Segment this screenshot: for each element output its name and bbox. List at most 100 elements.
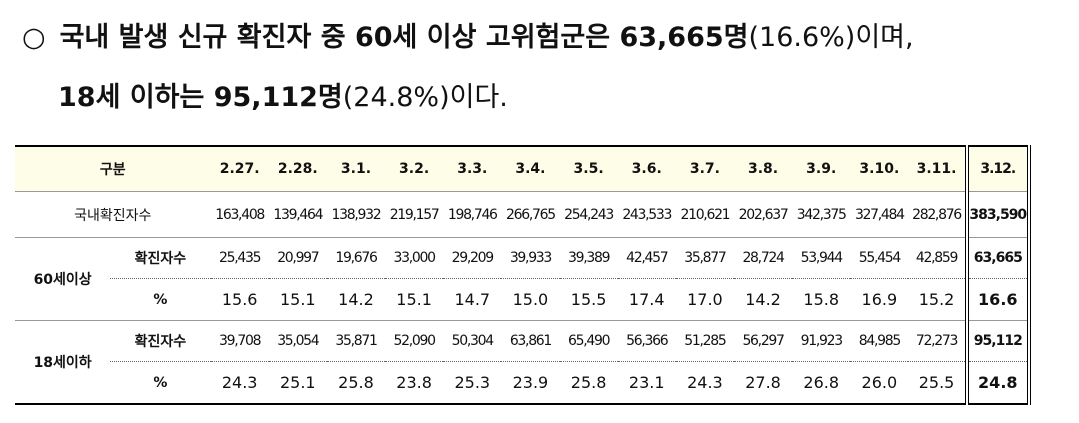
header-cell: 3.3. <box>443 146 502 192</box>
cell: 51,285 <box>675 320 734 362</box>
header-cell: 3.10. <box>850 146 909 192</box>
text-segment: 18세 이하는 95,112명 <box>58 82 343 113</box>
cell: 63,861 <box>501 320 560 362</box>
row-label: % <box>110 278 211 321</box>
cell: 42,859 <box>908 237 967 279</box>
cell: 52,090 <box>385 320 444 362</box>
header-cell: 3.4. <box>501 146 560 192</box>
cell: 42,457 <box>617 237 676 279</box>
cell: 198,746 <box>443 191 502 238</box>
cell: 16.6 <box>964 278 1032 321</box>
cell: 25.5 <box>908 361 967 405</box>
cell: 24.3 <box>675 361 734 405</box>
cell: 35,871 <box>326 320 386 362</box>
cell: 29,209 <box>443 237 502 279</box>
cell: 26.0 <box>850 361 909 405</box>
cell: 254,243 <box>559 191 618 238</box>
cell: 28,724 <box>733 237 793 279</box>
cell: 15.0 <box>501 278 560 321</box>
cell: 33,000 <box>385 237 444 279</box>
cell: 17.4 <box>617 278 676 321</box>
cell: 95,112 <box>964 320 1032 362</box>
cell: 25.8 <box>559 361 618 405</box>
cell: 56,366 <box>617 320 676 362</box>
group-label: 60세이상 <box>15 237 111 321</box>
cell: 327,484 <box>850 191 909 238</box>
group-row: 60세이상 확진자수 25,435 20,997 19,676 33,000 29,209 3… <box>15 237 1032 321</box>
cell: 63,665 <box>964 237 1032 279</box>
cell: 65,490 <box>559 320 618 362</box>
text-segment: ○ <box>22 22 46 53</box>
cell: 163,408 <box>210 191 269 238</box>
text-segment: (16.6%)이며, <box>748 22 914 53</box>
cell: 25.1 <box>268 361 327 405</box>
cell: 15.6 <box>210 278 269 321</box>
cell: 16.9 <box>850 278 909 321</box>
cell: 243,533 <box>617 191 676 238</box>
row-label: 국내확진자수 <box>15 191 211 238</box>
cell: 23.1 <box>617 361 676 405</box>
header-cell: 2.27. <box>210 146 269 192</box>
cell: 24.8 <box>964 361 1032 405</box>
cell: 56,297 <box>733 320 793 362</box>
cell: 15.2 <box>908 278 967 321</box>
cell: 139,464 <box>268 191 327 238</box>
cell: 15.1 <box>268 278 327 321</box>
group-row: % 24.3 25.1 25.8 23.8 25.3 23.9 25.8 23.1 24.3 27.… <box>15 361 1032 405</box>
paragraph: ○ 국내 발생 신규 확진자 중 60세 이상 고위험군은 63,665명(16.… <box>22 8 914 128</box>
cell: 219,157 <box>385 191 444 238</box>
cell: 14.2 <box>733 278 793 321</box>
header-cell: 3.8. <box>733 146 793 192</box>
cell: 17.0 <box>675 278 734 321</box>
cell: 25,435 <box>210 237 269 279</box>
group-label: 18세이하 <box>15 320 111 405</box>
cell: 266,765 <box>501 191 560 238</box>
cell: 20,997 <box>268 237 327 279</box>
header-row: 구분 2.27. 2.28. 3.1. 3.2. 3.3. 3.4. 3.5. 3.6. 3.7.… <box>15 146 1032 192</box>
header-cell: 3.6. <box>617 146 676 192</box>
cell: 282,876 <box>908 191 967 238</box>
cell: 55,454 <box>850 237 909 279</box>
cell: 35,054 <box>268 320 327 362</box>
cell: 35,877 <box>675 237 734 279</box>
cell: 39,708 <box>210 320 269 362</box>
paragraph-line: 18세 이하는 95,112명(24.8%)이다. <box>22 68 914 128</box>
data-table: 구분 2.27. 2.28. 3.1. 3.2. 3.3. 3.4. 3.5. 3.6. 3.7.… <box>15 145 1032 405</box>
row-label: 확진자수 <box>110 237 211 279</box>
text-segment: 국내 발생 신규 확진자 중 60세 이상 고위험군은 63,665명 <box>59 22 749 53</box>
header-cell: 3.12. <box>964 146 1032 192</box>
cell: 15.8 <box>792 278 851 321</box>
text-segment: (24.8%)이다. <box>342 82 508 113</box>
group-row: % 15.6 15.1 14.2 15.1 14.7 15.0 15.5 17.4 17.0 14.… <box>15 278 1032 321</box>
cell: 84,985 <box>850 320 909 362</box>
group-row: 18세이하 확진자수 39,708 35,054 35,871 52,090 50,304 6… <box>15 320 1032 405</box>
cell: 39,389 <box>559 237 618 279</box>
row-label: 확진자수 <box>110 320 211 362</box>
cell: 53,944 <box>792 237 851 279</box>
cell: 210,621 <box>675 191 734 238</box>
cell: 342,375 <box>792 191 851 238</box>
cell: 202,637 <box>733 191 793 238</box>
cell: 14.2 <box>326 278 386 321</box>
header-cell: 구분 <box>15 146 211 192</box>
cell: 383,590 <box>964 191 1032 238</box>
cell: 23.8 <box>385 361 444 405</box>
cell: 19,676 <box>326 237 386 279</box>
header-cell: 3.1. <box>326 146 386 192</box>
cell: 39,933 <box>501 237 560 279</box>
row-label: % <box>110 361 211 405</box>
cell: 72,273 <box>908 320 967 362</box>
total-row: 국내확진자수 163,408 139,464 138,932 219,157 198,74… <box>15 191 1032 238</box>
header-cell: 3.9. <box>792 146 851 192</box>
header-cell: 2.28. <box>268 146 327 192</box>
header-cell: 3.11. <box>908 146 967 192</box>
header-cell: 3.2. <box>385 146 444 192</box>
cell: 26.8 <box>792 361 851 405</box>
header-cell: 3.7. <box>675 146 734 192</box>
cell: 25.3 <box>443 361 502 405</box>
cell: 24.3 <box>210 361 269 405</box>
cell: 27.8 <box>733 361 793 405</box>
cell: 14.7 <box>443 278 502 321</box>
paragraph-line: ○ 국내 발생 신규 확진자 중 60세 이상 고위험군은 63,665명(16.… <box>22 8 914 68</box>
cell: 25.8 <box>326 361 386 405</box>
